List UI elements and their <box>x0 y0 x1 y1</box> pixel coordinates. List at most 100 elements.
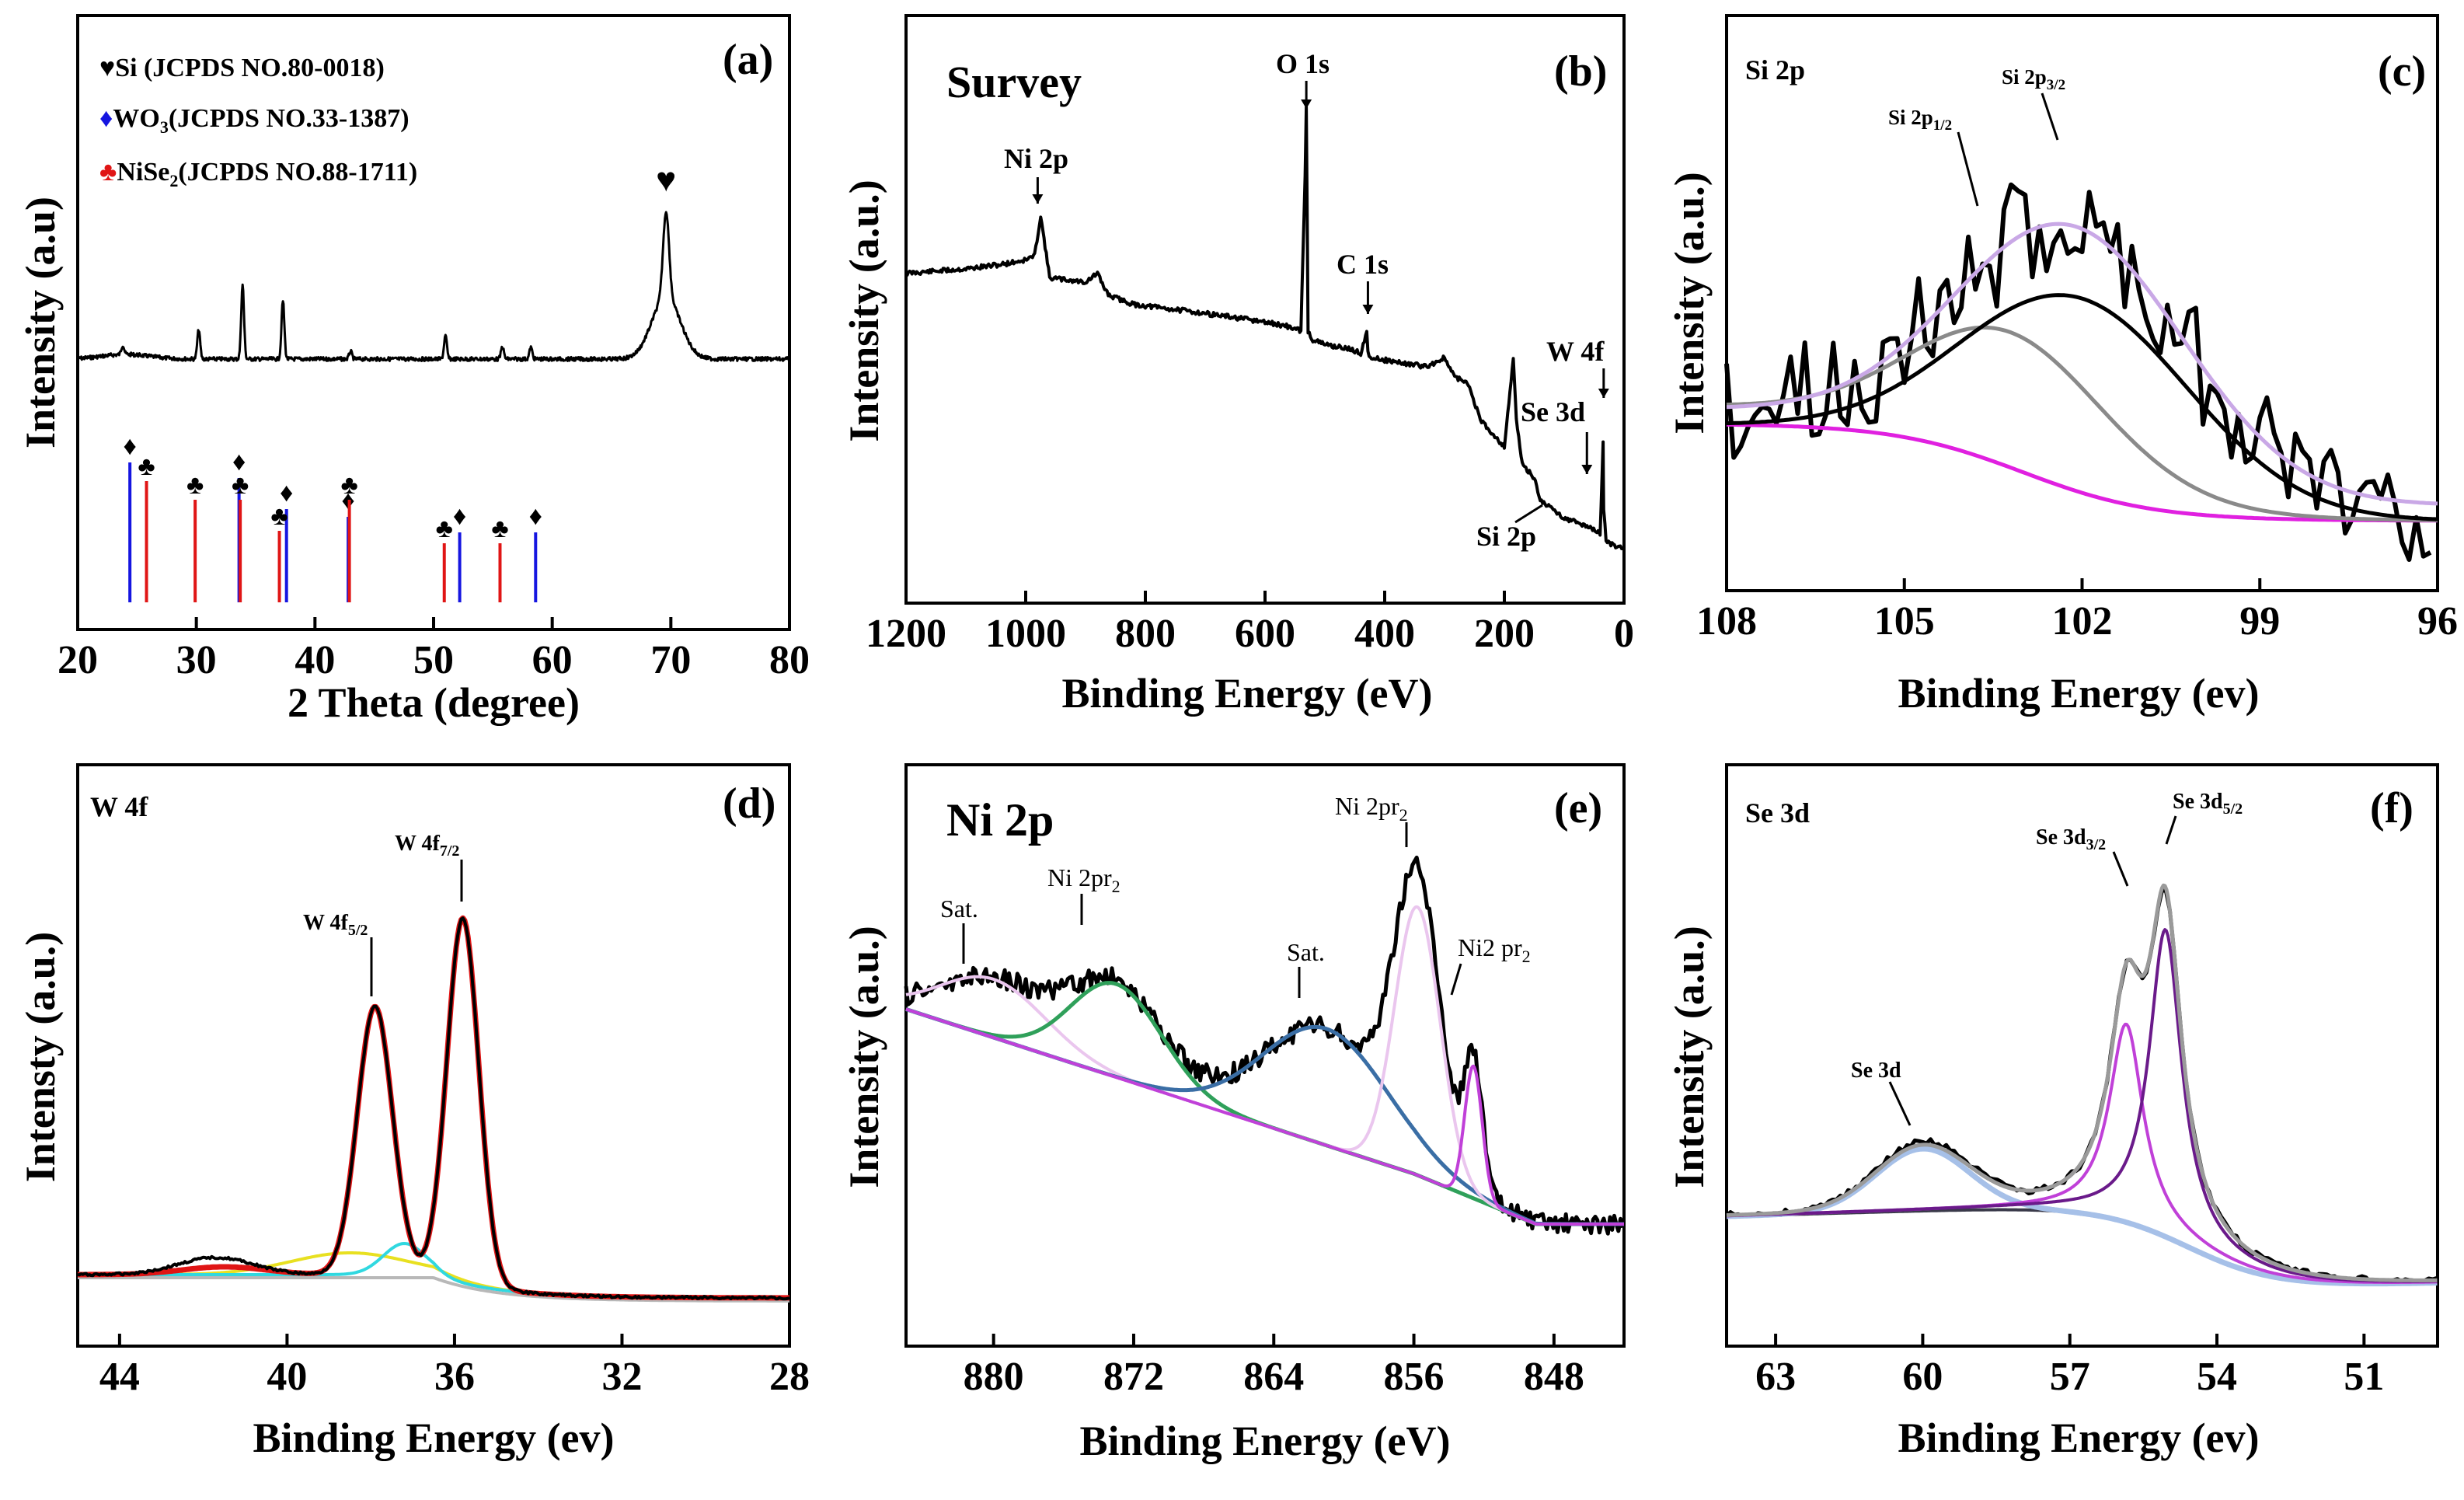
w4f-background-line <box>78 1276 789 1303</box>
x-tick-label: 44 <box>99 1355 140 1399</box>
panel-b-xlabel: Binding Energy (eV) <box>1061 670 1432 717</box>
x-tick-label: 40 <box>267 1355 307 1399</box>
w4f-raw-line <box>77 916 790 1301</box>
panel-label-a: (a) <box>723 36 773 84</box>
panel-a-xlabel: 2 Theta (degree) <box>288 679 580 726</box>
f-label-se3d32: Se 3d3/2 <box>2036 825 2106 853</box>
si-peak-heart-icon: ♥ <box>656 161 676 199</box>
panel-label-c: (c) <box>2378 47 2426 96</box>
arrow-head-icon <box>1032 194 1044 204</box>
si2p-background-line <box>1726 422 2438 523</box>
panel-c-label-p32: Si 2p3/2 <box>2002 65 2065 93</box>
panel-d-label-p72: W 4f7/2 <box>395 832 459 860</box>
panel-f-frame <box>1725 763 2439 1348</box>
se3d-3d52-fit-line <box>1726 928 2438 1283</box>
panel-label-b: (b) <box>1554 47 1607 96</box>
nise2-club-icon: ♣ <box>232 471 249 500</box>
x-tick-label: 60 <box>532 638 573 682</box>
wo3-diamond-icon: ♦ <box>453 502 466 531</box>
peak-arrow <box>1888 1081 1912 1126</box>
panel-f-title: Se 3d <box>1745 797 1810 828</box>
panel-c-label-p12: Si 2p1/2 <box>1888 106 1952 134</box>
x-tick-label: 108 <box>1696 599 1757 644</box>
e-label-sat2: Sat. <box>1287 938 1325 966</box>
x-tick-label: 60 <box>1902 1355 1943 1399</box>
panel-e-ylabel: Intensity (a.u.) <box>841 926 887 1188</box>
xrd-pattern-line <box>77 211 790 362</box>
heart-icon: ♥ <box>99 54 115 82</box>
se3d-envelope-line <box>1726 883 2438 1282</box>
panel-f-ylabel: Intensity (a.u.) <box>1666 926 1713 1188</box>
e-label-ni2p-3: Ni2 pr2 <box>1458 933 1531 966</box>
panel-b-ylabel: Intensity (a.u.) <box>841 180 887 442</box>
panel-d-xlabel: Binding Energy (ev) <box>253 1415 614 1461</box>
panel-label-e: (e) <box>1554 784 1602 832</box>
panel-a-ylabel: Intensity (a.u) <box>17 197 64 448</box>
x-tick-label: 28 <box>769 1355 810 1399</box>
e-label-ni2p-2: Ni 2pr2 <box>1335 792 1408 825</box>
f-label-se3d: Se 3d <box>1851 1059 1901 1083</box>
peak-arrow <box>1450 963 1462 996</box>
nise2-club-icon: ♣ <box>138 452 155 481</box>
x-tick-label: 54 <box>2197 1355 2237 1399</box>
arrow-head-icon <box>1362 305 1374 314</box>
e-label-sat1: Sat. <box>940 895 978 923</box>
annot-se3d: Se 3d <box>1521 396 1585 427</box>
panel-f-peak-labels: Se 3d Se 3d3/2 Se 3d5/2 <box>1851 790 2243 1083</box>
x-tick-label: 70 <box>650 638 691 682</box>
x-tick-label: 400 <box>1354 612 1415 656</box>
annot-o1s: O 1s <box>1276 48 1330 79</box>
panel-d-label-p52: W 4f5/2 <box>303 911 368 939</box>
x-tick-label: 80 <box>769 638 810 682</box>
x-tick-label: 1000 <box>985 612 1066 656</box>
x-tick-label: 51 <box>2344 1355 2384 1399</box>
legend-nise2: ♣NiSe2(JCPDS NO.88-1711) <box>99 158 417 190</box>
arrow-head-icon <box>1301 99 1312 109</box>
x-tick-label: 32 <box>601 1355 642 1399</box>
plot-layer: ♥♦♦♦♦♦♦♣♣♣♣♣♣♣ <box>76 81 2438 1303</box>
se3d-background-line <box>1726 1208 2438 1285</box>
annot-w4f: W 4f <box>1546 336 1605 367</box>
panel-a-legend: ♥Si (JCPDS NO.80-0018) ♦WO3(JCPDS NO.33-… <box>99 54 417 190</box>
panel-d-ylabel: Intensty (a.u.) <box>17 932 64 1183</box>
peak-arrow <box>1957 131 1979 207</box>
peak-arrow <box>2041 92 2059 141</box>
panel-d-title: W 4f <box>90 791 148 822</box>
ni2p-peak1-fit-line <box>904 981 1626 1226</box>
x-tick-label: 200 <box>1474 612 1535 656</box>
panel-e-title: Ni 2p <box>946 794 1054 846</box>
panel-f-xlabel: Binding Energy (ev) <box>1898 1415 2259 1461</box>
survey-spectrum-line <box>904 105 1625 551</box>
x-tick-label: 20 <box>58 638 98 682</box>
x-tick-label: 36 <box>434 1355 475 1399</box>
wo3-diamond-icon: ♦ <box>123 432 136 461</box>
x-tick-label: 96 <box>2417 599 2458 644</box>
diamond-icon: ♦ <box>99 104 113 133</box>
panel-e-frame <box>904 763 1626 1348</box>
x-tick-label: 800 <box>1115 612 1176 656</box>
x-tick-label: 99 <box>2239 599 2280 644</box>
legend-si: ♥Si (JCPDS NO.80-0018) <box>99 54 385 82</box>
x-tick-label: 848 <box>1524 1355 1584 1399</box>
panel-b-title: Survey <box>946 57 1082 107</box>
f-label-se3d52: Se 3d5/2 <box>2173 790 2243 818</box>
x-tick-label: 102 <box>2052 599 2113 644</box>
panel-label-f: (f) <box>2370 784 2413 832</box>
x-tick-label: 864 <box>1243 1355 1304 1399</box>
legend-wo3: ♦WO3(JCPDS NO.33-1387) <box>99 104 410 137</box>
si2p-2p32-fit-line <box>1726 293 2438 522</box>
panel-label-d: (d) <box>723 780 775 828</box>
annotation-arrow <box>1514 504 1543 524</box>
x-tick-label: 880 <box>964 1355 1024 1399</box>
panel-c-title: Si 2p <box>1745 54 1805 85</box>
panel-e-peak-labels: Sat. Ni 2pr2 Sat. Ni 2pr2 Ni2 pr2 <box>940 792 1531 966</box>
nise2-club-icon: ♣ <box>491 515 508 543</box>
club-icon: ♣ <box>99 158 117 187</box>
panel-d-frame <box>76 763 791 1348</box>
ni2p-sat1-fit-line <box>905 975 1625 1226</box>
arrow-head-icon <box>1581 465 1593 474</box>
nise2-club-icon: ♣ <box>436 515 453 543</box>
wo3-diamond-icon: ♦ <box>232 448 246 476</box>
x-tick-label: 600 <box>1235 612 1295 656</box>
x-tick-label: 856 <box>1384 1355 1445 1399</box>
